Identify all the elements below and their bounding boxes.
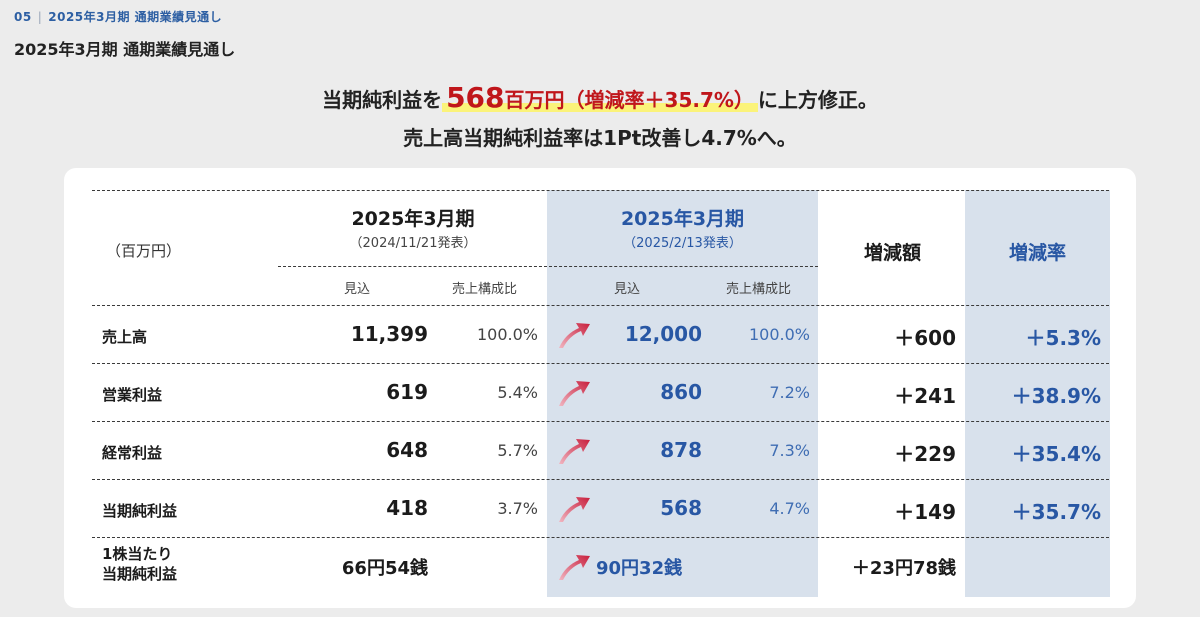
rule-header-bottom: [92, 305, 1109, 306]
curr-forecast-title: 2025年3月期: [620, 208, 745, 230]
prev-forecast-value: 648: [386, 438, 428, 462]
curr-forecast-value: 12,000: [624, 322, 702, 346]
prev-col-ratio: 売上構成比: [452, 282, 518, 297]
rate-value: ＋5.3%: [1025, 326, 1101, 350]
eps-prev: 66円54銭: [341, 558, 428, 579]
headline-line-1: 当期純利益を 568百万円（増減率＋35.7%） に上方修正。: [0, 76, 1200, 120]
current-forecast-shade: [547, 190, 818, 597]
diff-value: ＋600: [894, 326, 956, 350]
curr-col-forecast: 見込: [614, 282, 641, 297]
rate-value: ＋38.9%: [1011, 384, 1101, 408]
rate-header: 増減率: [1008, 242, 1066, 264]
diff-value: ＋229: [894, 442, 956, 466]
diff-value: ＋149: [894, 500, 956, 524]
breadcrumb-label: 2025年3月期 通期業績見通し: [48, 10, 223, 24]
trend-up-arrow-icon: [559, 555, 590, 580]
unit-label: （百万円）: [106, 242, 182, 260]
rate-column-shade: [965, 190, 1110, 597]
curr-ratio-value: 7.3%: [769, 441, 810, 460]
curr-ratio-value: 4.7%: [769, 499, 810, 518]
trend-up-arrow-icon: [559, 439, 590, 464]
page-title: 2025年3月期 通期業績見通し: [14, 40, 236, 59]
row-label: 売上高: [102, 328, 148, 346]
row-label: 当期純利益: [102, 502, 178, 520]
prev-forecast-value: 418: [386, 496, 428, 520]
eps-label: 1株当たり 当期純利益: [102, 544, 177, 584]
curr-forecast-date: （2025/2/13発表）: [623, 236, 742, 251]
breadcrumb-separator: |: [37, 10, 43, 24]
prev-ratio-value: 3.7%: [497, 499, 538, 518]
rule-row-3: [92, 479, 1109, 480]
headline-highlight: 568百万円（増減率＋35.7%）: [442, 81, 758, 114]
prev-col-forecast: 見込: [344, 282, 371, 297]
curr-forecast-value: 860: [660, 380, 702, 404]
diff-value: ＋241: [894, 384, 956, 408]
rate-value: ＋35.7%: [1011, 500, 1101, 524]
breadcrumb: 05 | 2025年3月期 通期業績見通し: [14, 8, 222, 25]
rule-top: [92, 190, 1109, 191]
curr-forecast-value: 878: [660, 438, 702, 462]
curr-col-ratio: 売上構成比: [726, 282, 792, 297]
eps-label-line-1: 1株当たり: [102, 545, 173, 563]
row-label: 経常利益: [102, 444, 163, 462]
prev-forecast-title: 2025年3月期: [351, 208, 475, 230]
headline-text-after: に上方修正。: [757, 88, 878, 112]
curr-forecast-value: 568: [660, 496, 702, 520]
curr-ratio-value: 7.2%: [769, 383, 810, 402]
headline-text-before: 当期純利益を: [322, 88, 443, 112]
rate-value: ＋35.4%: [1011, 442, 1101, 466]
rule-row-2: [92, 421, 1109, 422]
eps-curr: 90円32銭: [596, 558, 683, 579]
headline-unit: 百万円: [504, 88, 565, 112]
curr-ratio-value: 100.0%: [748, 325, 810, 344]
breadcrumb-number: 05: [14, 10, 32, 24]
headline-paren: （増減率＋35.7%）: [564, 88, 754, 112]
rule-row-1: [92, 363, 1109, 364]
trend-up-arrow-icon: [559, 497, 590, 522]
trend-up-arrow-icon: [559, 323, 590, 348]
prev-ratio-value: 100.0%: [476, 325, 538, 344]
headline: 当期純利益を 568百万円（増減率＋35.7%） に上方修正。 売上高当期純利益率は…: [0, 76, 1200, 156]
diff-header: 増減額: [863, 242, 921, 264]
rule-row-4: [92, 537, 1109, 538]
forecast-card: （百万円） 2025年3月期 （2024/11/21発表） 2025年3月期 （…: [64, 168, 1136, 608]
eps-diff: ＋23円78銭: [851, 558, 956, 579]
prev-forecast-date: （2024/11/21発表）: [349, 236, 477, 251]
row-label: 営業利益: [102, 386, 163, 404]
headline-line-2: 売上高当期純利益率は1Pt改善し4.7%へ。: [403, 126, 797, 150]
prev-forecast-value: 11,399: [350, 322, 428, 346]
prev-ratio-value: 5.7%: [497, 441, 538, 460]
headline-value: 568: [446, 81, 505, 114]
rule-subheader: [278, 266, 818, 267]
prev-forecast-value: 619: [386, 380, 428, 404]
eps-label-line-2: 当期純利益: [102, 565, 178, 583]
prev-ratio-value: 5.4%: [497, 383, 538, 402]
trend-up-arrow-icon: [559, 381, 590, 406]
